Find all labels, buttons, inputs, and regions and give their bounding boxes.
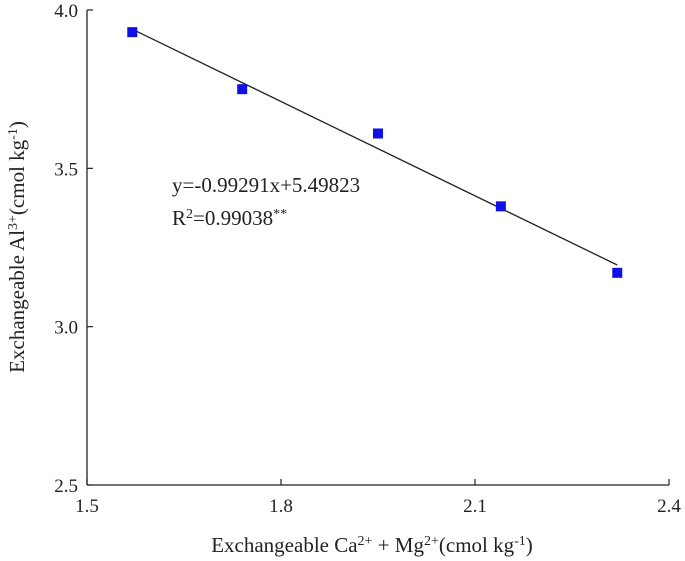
axes	[86, 10, 669, 486]
data-point	[495, 201, 506, 212]
y-axis-title: Exchangeable Al3+(cmol kg-1)	[5, 121, 29, 373]
regression-line	[131, 28, 618, 266]
x-tick-label: 2.1	[463, 496, 487, 517]
data-point	[127, 27, 138, 38]
x-tick-label: 1.8	[269, 496, 293, 517]
y-tick-label: 2.5	[54, 476, 78, 497]
y-tick-label: 3.0	[54, 318, 78, 339]
data-point	[612, 267, 623, 278]
x-tick-label: 1.5	[75, 496, 99, 517]
data-point	[373, 128, 383, 139]
x-axis-title: Exchangeable Ca2+ + Mg2+(cmol kg-1)	[211, 533, 533, 557]
tick-labels: 1.5 1.8 2.1 2.4 2.5 3.0 3.5 4.0	[54, 1, 681, 517]
x-tick-label: 2.4	[657, 496, 681, 517]
data-point	[237, 84, 248, 95]
y-tick-label: 3.5	[54, 159, 78, 180]
data-points	[127, 27, 623, 278]
y-tick-label: 4.0	[54, 1, 78, 22]
r-squared-label: R2=0.99038**	[172, 206, 287, 230]
regression-equation: y=-0.99291x+5.49823	[172, 173, 360, 197]
